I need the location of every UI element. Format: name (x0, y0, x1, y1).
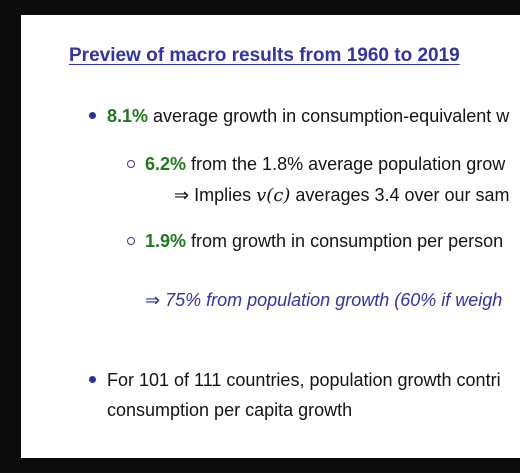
conclusion-text: 75% from population growth (60% if weigh (160, 290, 503, 310)
subbullet-2-text: from growth in consumption per person (186, 231, 504, 251)
subbullet-1: 6.2% from the 1.8% average population gr… (145, 154, 505, 175)
slide-title: Preview of macro results from 1960 to 20… (69, 45, 460, 66)
implies-arrow-icon: ⇒ (174, 185, 190, 206)
bullet-marker (89, 112, 96, 119)
bullet-2-line-2: consumption per capita growth (107, 400, 353, 420)
bullet-1: 8.1% average growth in consumption-equiv… (107, 106, 509, 127)
bullet-2-line-1: For 101 of 111 countries, population gro… (107, 370, 501, 390)
growth-value: 8.1% (107, 106, 149, 126)
conclusion-arrow-icon: ⇒ (145, 290, 161, 311)
implies-line: ⇒ Implies v(c) averages 3.4 over our sam (174, 185, 510, 206)
subbullet-2: 1.9% from growth in consumption per pers… (145, 231, 503, 252)
subbullet-marker (127, 160, 135, 168)
math-expression: v(c) (256, 185, 291, 206)
implies-suffix: averages 3.4 over our sam (290, 185, 510, 205)
subbullet-marker (127, 237, 135, 245)
subbullet-1-text: from the 1.8% average population grow (186, 154, 506, 174)
per-person-value: 1.9% (145, 231, 187, 251)
slide: Preview of macro results from 1960 to 20… (21, 15, 520, 458)
bullet-marker (89, 376, 96, 383)
bullet-1-text: average growth in consumption-equivalent… (148, 106, 510, 126)
conclusion-line: ⇒ 75% from population growth (60% if wei… (145, 290, 502, 311)
implies-prefix: Implies (189, 185, 257, 205)
population-share-value: 6.2% (145, 154, 187, 174)
